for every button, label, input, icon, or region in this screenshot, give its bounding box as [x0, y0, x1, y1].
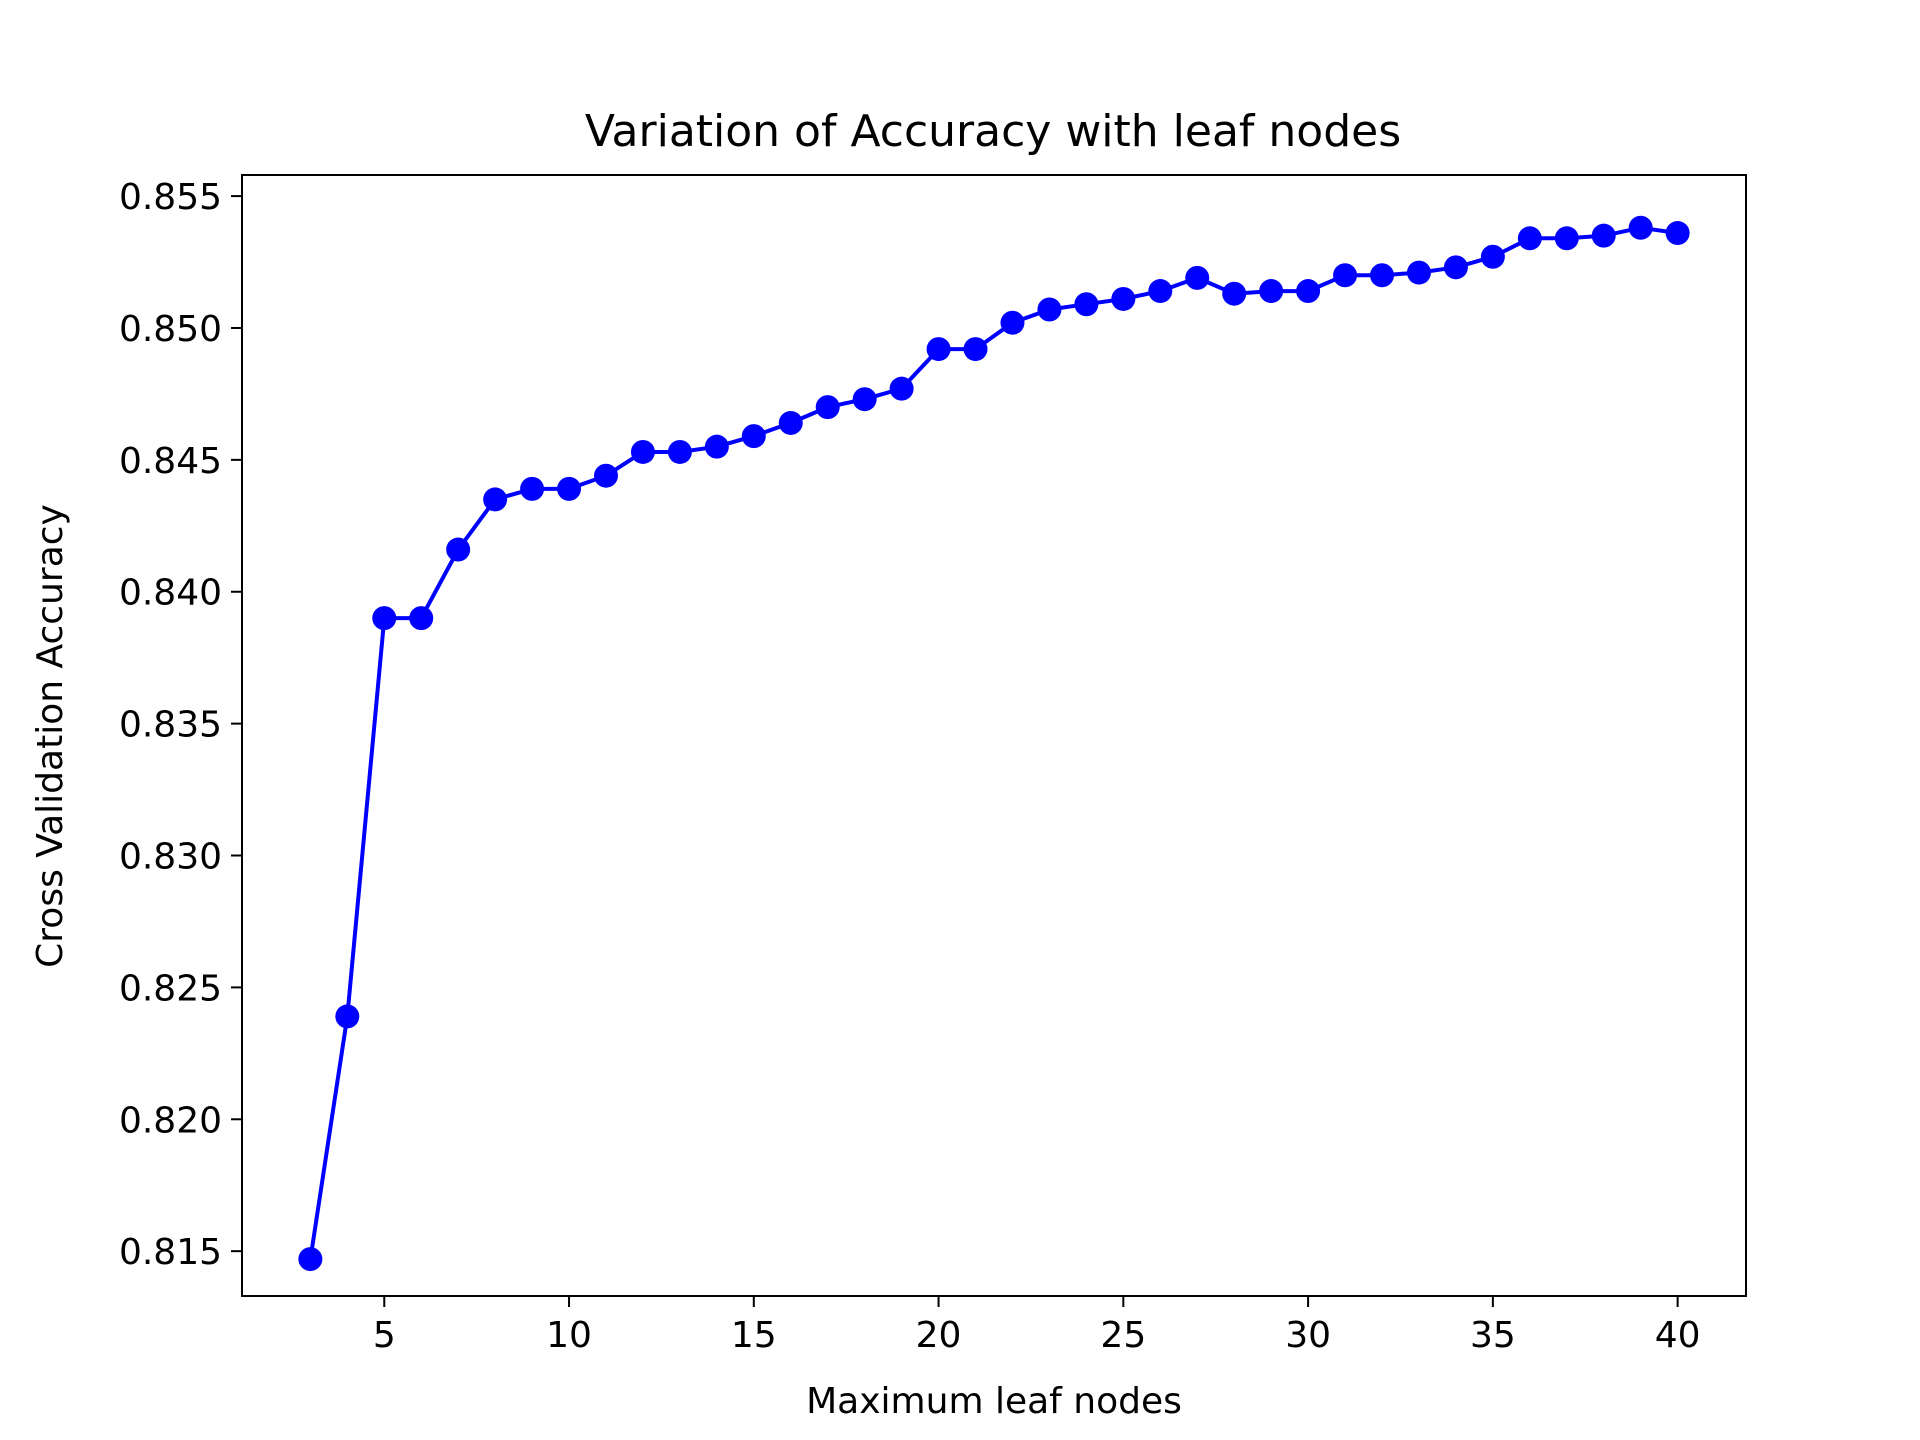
y-tick-label: 0.845	[119, 441, 222, 482]
data-point	[1259, 279, 1284, 304]
data-point	[1333, 263, 1358, 288]
data-point	[1665, 221, 1690, 246]
y-tick-label: 0.835	[119, 705, 222, 746]
data-point	[852, 387, 877, 412]
data-point	[1296, 279, 1321, 304]
data-point	[1111, 286, 1136, 311]
plot-area	[298, 215, 1690, 1272]
axes-frame	[241, 174, 1747, 1297]
y-tick-label: 0.855	[119, 177, 222, 218]
data-point	[1000, 310, 1025, 335]
x-tick-label: 35	[1470, 1315, 1516, 1356]
y-tick-label: 0.850	[119, 309, 222, 350]
data-point	[630, 439, 655, 464]
y-tick-label: 0.815	[119, 1232, 222, 1273]
data-point	[557, 476, 582, 501]
y-tick-label: 0.825	[119, 968, 222, 1009]
data-point	[704, 434, 729, 459]
data-point	[778, 410, 803, 435]
data-point	[741, 424, 766, 449]
data-point	[372, 606, 397, 631]
data-point	[963, 337, 988, 362]
data-point	[1480, 244, 1505, 269]
data-point	[1443, 255, 1468, 280]
data-point	[483, 487, 508, 512]
data-point	[593, 463, 618, 488]
data-point	[1148, 279, 1173, 304]
data-point	[298, 1247, 323, 1272]
y-tick-label: 0.840	[119, 573, 222, 614]
x-tick-label: 20	[916, 1315, 962, 1356]
data-point	[409, 606, 434, 631]
data-point	[1628, 215, 1653, 240]
data-point	[1037, 297, 1062, 322]
data-point	[1222, 281, 1247, 306]
data-point	[815, 395, 840, 420]
data-point	[1185, 265, 1210, 290]
x-tick-label: 10	[546, 1315, 592, 1356]
y-axis: 0.815 0.820 0.825 0.830 0.835 0.840 0.845 0.850…	[119, 177, 242, 1273]
data-point	[335, 1004, 360, 1029]
y-tick-label: 0.820	[119, 1100, 222, 1141]
data-point	[520, 476, 545, 501]
x-tick-label: 25	[1100, 1315, 1146, 1356]
data-point	[926, 337, 951, 362]
x-tick-label: 30	[1285, 1315, 1331, 1356]
y-axis-label: Cross Validation Accuracy	[30, 504, 71, 968]
data-point	[1370, 263, 1395, 288]
y-tick-label: 0.830	[119, 837, 222, 878]
data-point	[1406, 260, 1431, 285]
data-point	[1074, 292, 1099, 317]
x-axis: 5 10 15 20 25 30 35 40	[373, 1296, 1701, 1356]
data-point	[1517, 226, 1542, 251]
data-point	[446, 537, 471, 562]
x-axis-label: Maximum leaf nodes	[806, 1381, 1182, 1422]
data-point	[1554, 226, 1579, 251]
x-tick-label: 40	[1655, 1315, 1701, 1356]
x-tick-label: 15	[731, 1315, 777, 1356]
chart-title: Variation of Accuracy with leaf nodes	[585, 106, 1401, 157]
data-point	[889, 376, 914, 401]
data-point	[1591, 223, 1616, 248]
x-tick-label: 5	[373, 1315, 396, 1356]
data-point	[667, 439, 692, 464]
